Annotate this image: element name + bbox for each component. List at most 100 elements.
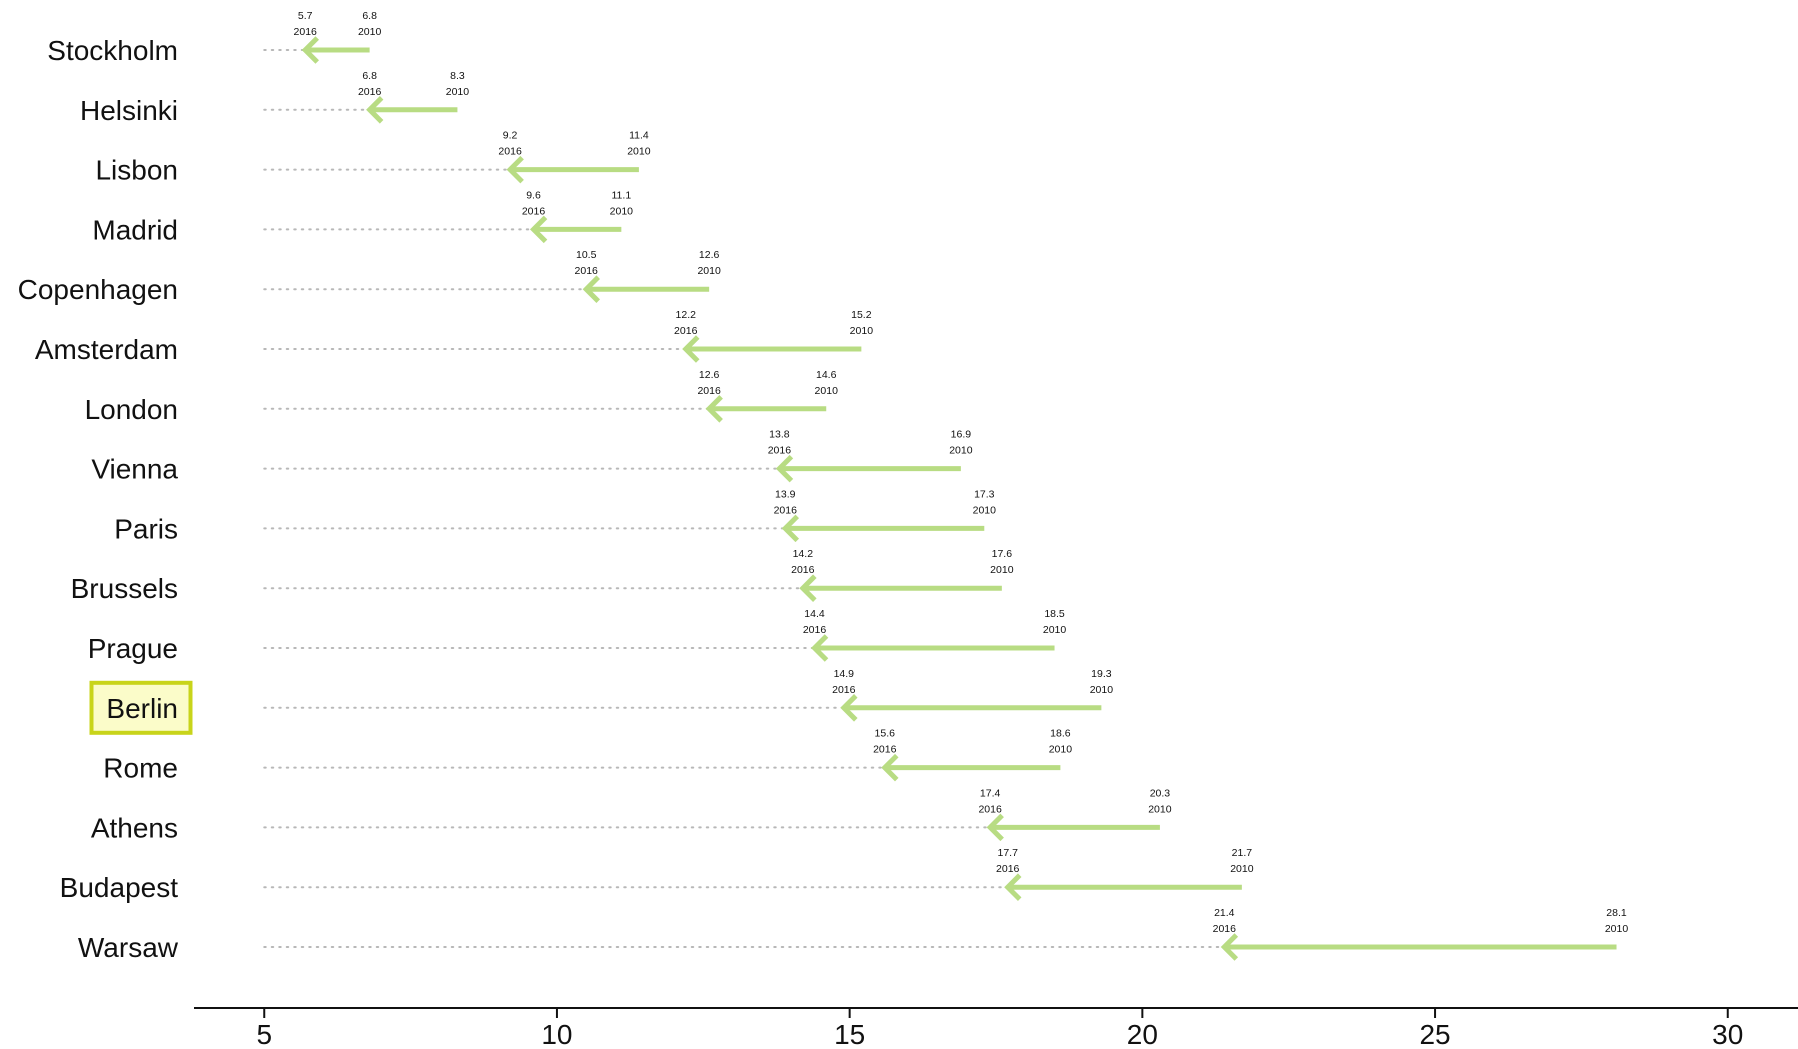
series-2016-label-vienna: 2016 [768,445,792,457]
arrow-head-london [705,395,723,423]
city-label-london: London [85,394,178,425]
value-2016-athens: 17.4 [980,787,1001,799]
city-label-warsaw: Warsaw [78,932,179,963]
arrow-head-madrid [529,215,548,244]
series-2010-label-amsterdam: 2010 [850,325,874,337]
arrow-head-amsterdam [682,335,700,363]
value-2010-stockholm: 6.8 [362,10,377,22]
series-2016-label-brussels: 2016 [791,564,815,576]
value-2010-madrid: 11.1 [612,189,632,201]
city-label-vienna: Vienna [91,454,178,485]
series-2016-label-paris: 2016 [774,504,798,516]
series-2010-label-athens: 2010 [1148,803,1172,815]
series-2010-label-prague: 2010 [1043,624,1067,636]
city-label-paris: Paris [114,513,178,544]
value-2016-brussels: 14.2 [793,548,814,560]
arrow-head-stockholm [301,36,319,64]
value-2010-amsterdam: 15.2 [851,309,872,321]
series-2016-label-london: 2016 [697,385,721,397]
arrow-head-vienna [775,454,794,483]
labels-layer: 5.7 2016 6.8 2010 Stockholm 6.8 2016 8.3 2010 Hel… [18,10,1629,963]
x-tick-label-25: 25 [1419,1019,1450,1049]
city-label-athens: Athens [91,812,178,843]
city-label-brussels: Brussels [71,573,178,604]
x-tick-label-5: 5 [256,1019,272,1049]
x-axis: 5 10 15 20 25 30 [194,1007,1798,1049]
city-label-rome: Rome [103,753,178,784]
series-2010-label-vienna: 2010 [949,445,973,457]
series-2016-label-helsinki: 2016 [358,86,382,98]
value-2016-helsinki: 6.8 [362,70,377,82]
series-2010-label-rome: 2010 [1049,744,1073,756]
series-2010-label-warsaw: 2010 [1605,923,1629,935]
value-2010-paris: 17.3 [974,488,995,500]
x-tick-label-20: 20 [1127,1019,1158,1049]
value-2016-madrid: 9.6 [526,189,541,201]
value-2010-budapest: 21.7 [1232,847,1253,859]
value-2010-berlin: 19.3 [1091,668,1112,680]
value-2016-berlin: 14.9 [834,668,855,680]
value-2016-amsterdam: 12.2 [676,309,697,321]
city-label-lisbon: Lisbon [95,155,178,186]
value-2010-prague: 18.5 [1044,608,1065,620]
value-2016-vienna: 13.8 [769,429,790,441]
series-2010-label-lisbon: 2010 [627,146,651,158]
arrow-head-berlin [840,694,858,722]
value-2016-paris: 13.9 [775,488,796,500]
arrow-head-brussels [799,574,817,602]
arrow-head-rome [881,753,899,782]
value-2010-lisbon: 11.4 [629,130,649,142]
series-2010-label-stockholm: 2010 [358,26,382,38]
series-2016-label-prague: 2016 [803,624,827,636]
value-2010-brussels: 17.6 [992,548,1013,560]
series-2016-label-warsaw: 2016 [1213,923,1237,935]
value-2010-warsaw: 28.1 [1606,907,1627,919]
series-2010-label-paris: 2010 [973,504,997,516]
city-label-madrid: Madrid [92,214,178,245]
arrow-head-prague [810,634,829,662]
guides-layer [263,49,1226,948]
series-2016-label-madrid: 2016 [522,205,546,217]
series-2016-label-budapest: 2016 [996,863,1020,875]
value-2016-lisbon: 9.2 [503,130,518,142]
arrow-head-paris [781,514,800,543]
city-label-budapest: Budapest [60,872,179,903]
city-label-helsinki: Helsinki [80,95,178,126]
series-2010-label-london: 2010 [815,385,839,397]
city-label-amsterdam: Amsterdam [35,334,178,365]
arrows-layer [301,36,1617,961]
city-label-prague: Prague [88,633,178,664]
series-2016-label-lisbon: 2016 [498,146,522,158]
series-2016-label-athens: 2016 [978,803,1002,815]
value-2010-copenhagen: 12.6 [699,249,720,261]
series-2016-label-rome: 2016 [873,744,897,756]
value-2016-london: 12.6 [699,369,720,381]
value-2010-athens: 20.3 [1150,787,1171,799]
series-2010-label-copenhagen: 2010 [697,265,721,277]
value-2010-vienna: 16.9 [951,429,972,441]
city-label-copenhagen: Copenhagen [18,274,178,305]
series-2010-label-madrid: 2010 [610,205,634,217]
arrow-head-helsinki [366,96,384,124]
series-2016-label-berlin: 2016 [832,684,856,696]
series-2010-label-berlin: 2010 [1090,684,1114,696]
arrow-head-budapest [1004,873,1022,901]
series-2016-label-amsterdam: 2016 [674,325,698,337]
city-label-stockholm: Stockholm [47,35,178,66]
value-2010-helsinki: 8.3 [450,70,465,82]
x-tick-label-30: 30 [1712,1019,1743,1049]
series-2010-label-brussels: 2010 [990,564,1014,576]
arrow-head-copenhagen [582,275,600,303]
series-2010-label-budapest: 2010 [1230,863,1254,875]
series-2010-label-helsinki: 2010 [446,86,470,98]
value-2016-rome: 15.6 [875,728,896,740]
value-2010-rome: 18.6 [1050,728,1071,740]
value-2016-copenhagen: 10.5 [576,249,597,261]
x-tick-label-15: 15 [834,1019,865,1049]
series-2016-label-stockholm: 2016 [294,26,318,38]
value-2016-stockholm: 5.7 [298,10,313,22]
arrow-head-warsaw [1220,933,1239,961]
x-tick-label-10: 10 [541,1019,572,1049]
